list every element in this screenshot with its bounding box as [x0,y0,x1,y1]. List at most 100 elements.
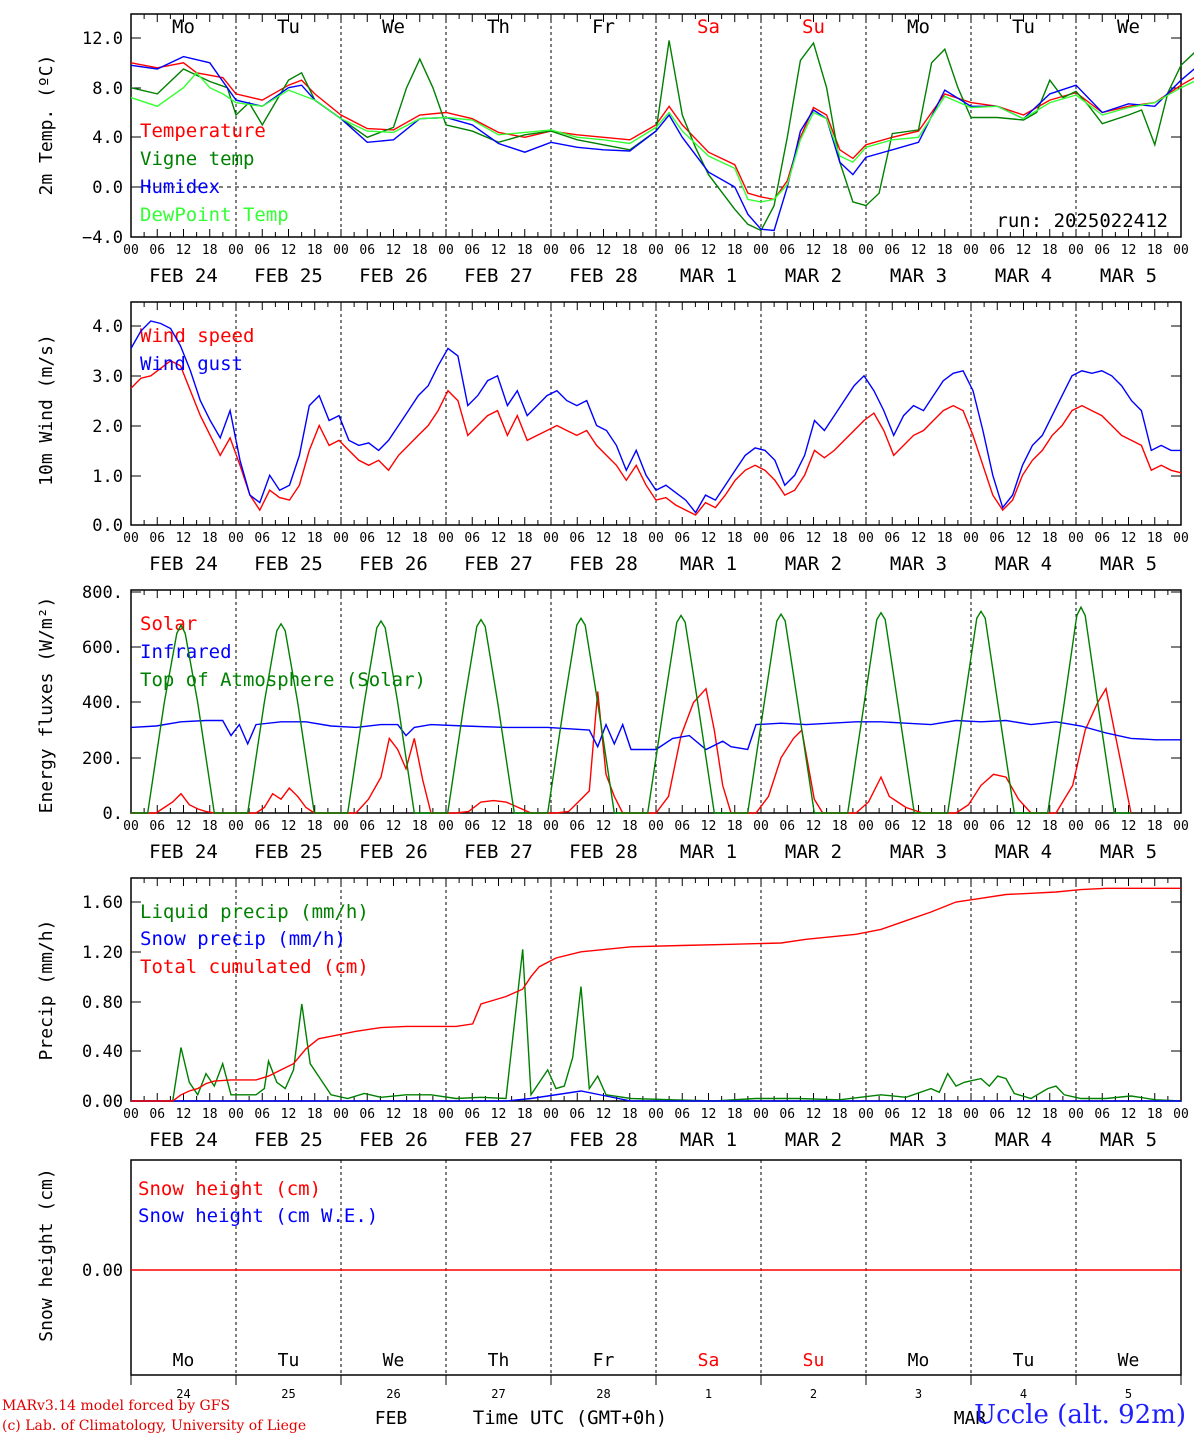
y-tick-label: −4.0 [82,228,123,248]
series-line-4-2 [131,1090,1181,1102]
day-name-label: Mo [907,16,930,38]
x-hour-label: 12 [281,531,297,546]
y-tick-label: 400. [82,693,123,713]
x-hour-label: 00 [648,243,664,258]
x-hour-label: 06 [779,531,795,546]
x-hour-label: 00 [333,819,349,834]
legend-label: Temperature [140,120,266,142]
series-line-2-2 [130,320,1181,514]
x-hour-label: 12 [491,243,507,258]
x-date-label: MAR 2 [785,265,842,287]
x-hour-label: 18 [1147,243,1163,258]
bottom-day-name: Fr [593,1350,615,1371]
x-date-label: FEB 28 [569,841,638,863]
x-hour-label: 12 [596,819,612,834]
x-hour-label: 06 [1094,243,1110,258]
legend-label: Humidex [140,176,220,198]
x-hour-label: 00 [858,819,874,834]
x-hour-label: 00 [1173,819,1189,834]
legend-label: Total cumulated (cm) [140,956,369,978]
x-hour-label: 00 [1173,243,1189,258]
x-hour-label: 18 [202,531,218,546]
x-hour-label: 18 [1042,243,1058,258]
bottom-day-name: Sa [698,1350,720,1371]
x-date-label: MAR 3 [890,265,947,287]
legend-label: Solar [140,613,197,635]
x-hour-label: 12 [911,819,927,834]
x-hour-label: 18 [412,531,428,546]
x-hour-label: 06 [779,243,795,258]
x-hour-label: 00 [648,1107,664,1122]
x-hour-label: 00 [1068,243,1084,258]
legend-label: Snow height (cm W.E.) [138,1205,378,1227]
x-hour-label: 18 [307,243,323,258]
x-hour-label: 06 [149,243,165,258]
x-hour-label: 00 [858,531,874,546]
x-date-label: MAR 1 [680,553,737,575]
x-hour-label: 00 [228,819,244,834]
x-hour-label: 18 [1147,531,1163,546]
day-name-label: Su [802,16,825,38]
x-hour-label: 06 [569,243,585,258]
x-hour-label: 12 [491,819,507,834]
x-hour-label: 18 [1147,1107,1163,1122]
x-hour-label: 18 [622,819,638,834]
x-hour-label: 12 [806,531,822,546]
legend-label: Snow precip (mm/h) [140,928,346,950]
x-date-label: MAR 3 [890,841,947,863]
x-hour-label: 00 [543,243,559,258]
y-tick-label: 0.0 [92,178,123,198]
x-hour-label: 12 [386,531,402,546]
x-date-label: FEB 25 [254,265,323,287]
bottom-date-number: 3 [915,1387,922,1401]
x-date-label: FEB 24 [149,553,218,575]
series-line-1-2 [130,40,1194,232]
x-hour-label: 12 [596,531,612,546]
bottom-day-name: Th [488,1350,510,1371]
x-hour-label: 18 [832,1107,848,1122]
x-hour-label: 00 [228,1107,244,1122]
x-hour-label: 00 [648,531,664,546]
x-hour-label: 06 [464,243,480,258]
x-hour-label: 06 [989,819,1005,834]
x-hour-label: 18 [307,1107,323,1122]
x-date-label: FEB 28 [569,265,638,287]
x-hour-label: 12 [911,531,927,546]
x-hour-label: 06 [464,531,480,546]
x-date-label: MAR 1 [680,841,737,863]
x-date-label: FEB 26 [359,841,428,863]
x-date-label: MAR 5 [1100,841,1157,863]
x-hour-label: 18 [517,243,533,258]
x-date-label: MAR 1 [680,265,737,287]
x-hour-label: 12 [596,243,612,258]
y-tick-label: 0.00 [82,1261,123,1281]
x-hour-label: 12 [1016,819,1032,834]
x-hour-label: 06 [569,1107,585,1122]
x-hour-label: 12 [491,1107,507,1122]
x-hour-label: 12 [701,531,717,546]
x-hour-label: 06 [989,1107,1005,1122]
x-hour-label: 00 [123,243,139,258]
x-date-label: MAR 3 [890,1129,947,1151]
x-hour-label: 12 [281,243,297,258]
y-tick-label: 0.00 [82,1092,123,1112]
x-hour-label: 12 [386,1107,402,1122]
x-hour-label: 06 [989,531,1005,546]
x-hour-label: 06 [989,243,1005,258]
bottom-date-number: 2 [810,1387,817,1401]
x-hour-label: 06 [674,243,690,258]
y-axis-label: 10m Wind (m/s) [36,334,57,486]
bottom-date-number: 5 [1125,1387,1132,1401]
legend-label: Wind speed [140,325,254,347]
x-hour-label: 00 [1173,1107,1189,1122]
x-hour-label: 06 [359,531,375,546]
x-hour-label: 12 [386,243,402,258]
x-hour-label: 12 [1121,531,1137,546]
panel-frame [130,301,1182,526]
x-hour-label: 18 [307,531,323,546]
series-line-3-1 [131,686,1132,814]
x-hour-label: 00 [438,819,454,834]
bottom-date-number: 1 [705,1387,712,1401]
series-line-1-1 [130,62,1194,201]
bottom-day-name: Tu [278,1350,300,1371]
